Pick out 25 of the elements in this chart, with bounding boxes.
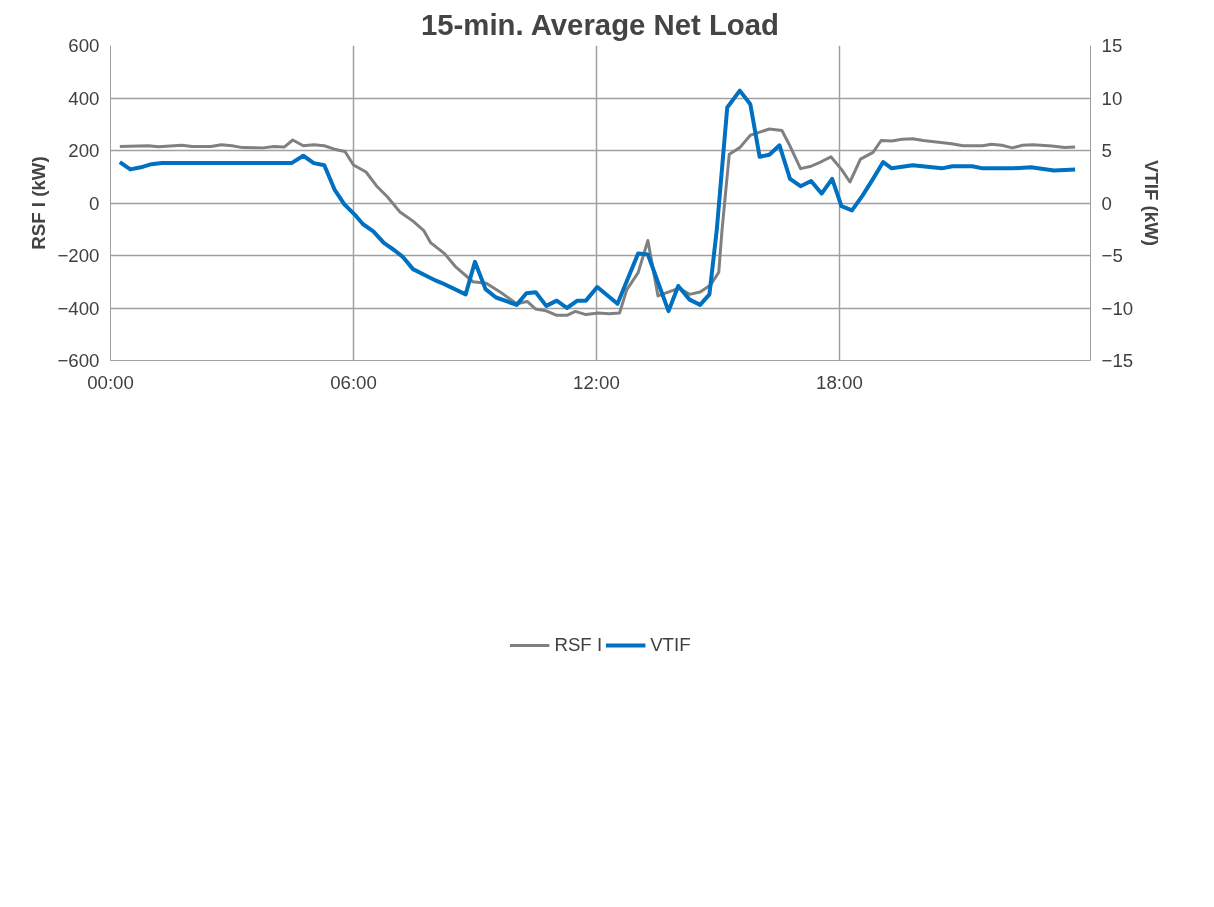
y2-tick-label: 10 xyxy=(1101,87,1123,109)
chart-title: 15-min. Average Net Load xyxy=(420,7,779,41)
y2-tick-label: 15 xyxy=(1101,35,1123,56)
y-tick-label: 0 xyxy=(89,192,100,214)
x-tick-label: 00:00 xyxy=(87,371,134,393)
legend-label: VTIF xyxy=(650,634,691,656)
y2-axis-title: VTIF (kW) xyxy=(1141,159,1163,247)
x-tick-label: 12:00 xyxy=(573,371,620,393)
y-tick-label: −600 xyxy=(57,350,100,371)
y-tick-label: 400 xyxy=(68,87,100,109)
x-tick-label: 06:00 xyxy=(330,371,377,393)
legend-label: RSF I xyxy=(554,634,603,656)
y2-tick-label: 5 xyxy=(1101,140,1112,161)
y-tick-label: −200 xyxy=(57,245,100,266)
y-tick-label: 600 xyxy=(68,35,100,56)
y2-tick-label: −10 xyxy=(1101,297,1134,319)
y-tick-label: 200 xyxy=(68,140,100,161)
line-series xyxy=(117,88,1078,314)
y2-tick-label: −15 xyxy=(1101,350,1134,371)
line-series xyxy=(118,127,1077,317)
y-axis-title: RSF I (kW) xyxy=(28,156,50,250)
x-tick-label: 18:00 xyxy=(816,371,863,393)
y2-tick-label: −5 xyxy=(1101,245,1123,266)
y-tick-label: −400 xyxy=(57,297,100,319)
y2-tick-label: 0 xyxy=(1101,192,1112,214)
